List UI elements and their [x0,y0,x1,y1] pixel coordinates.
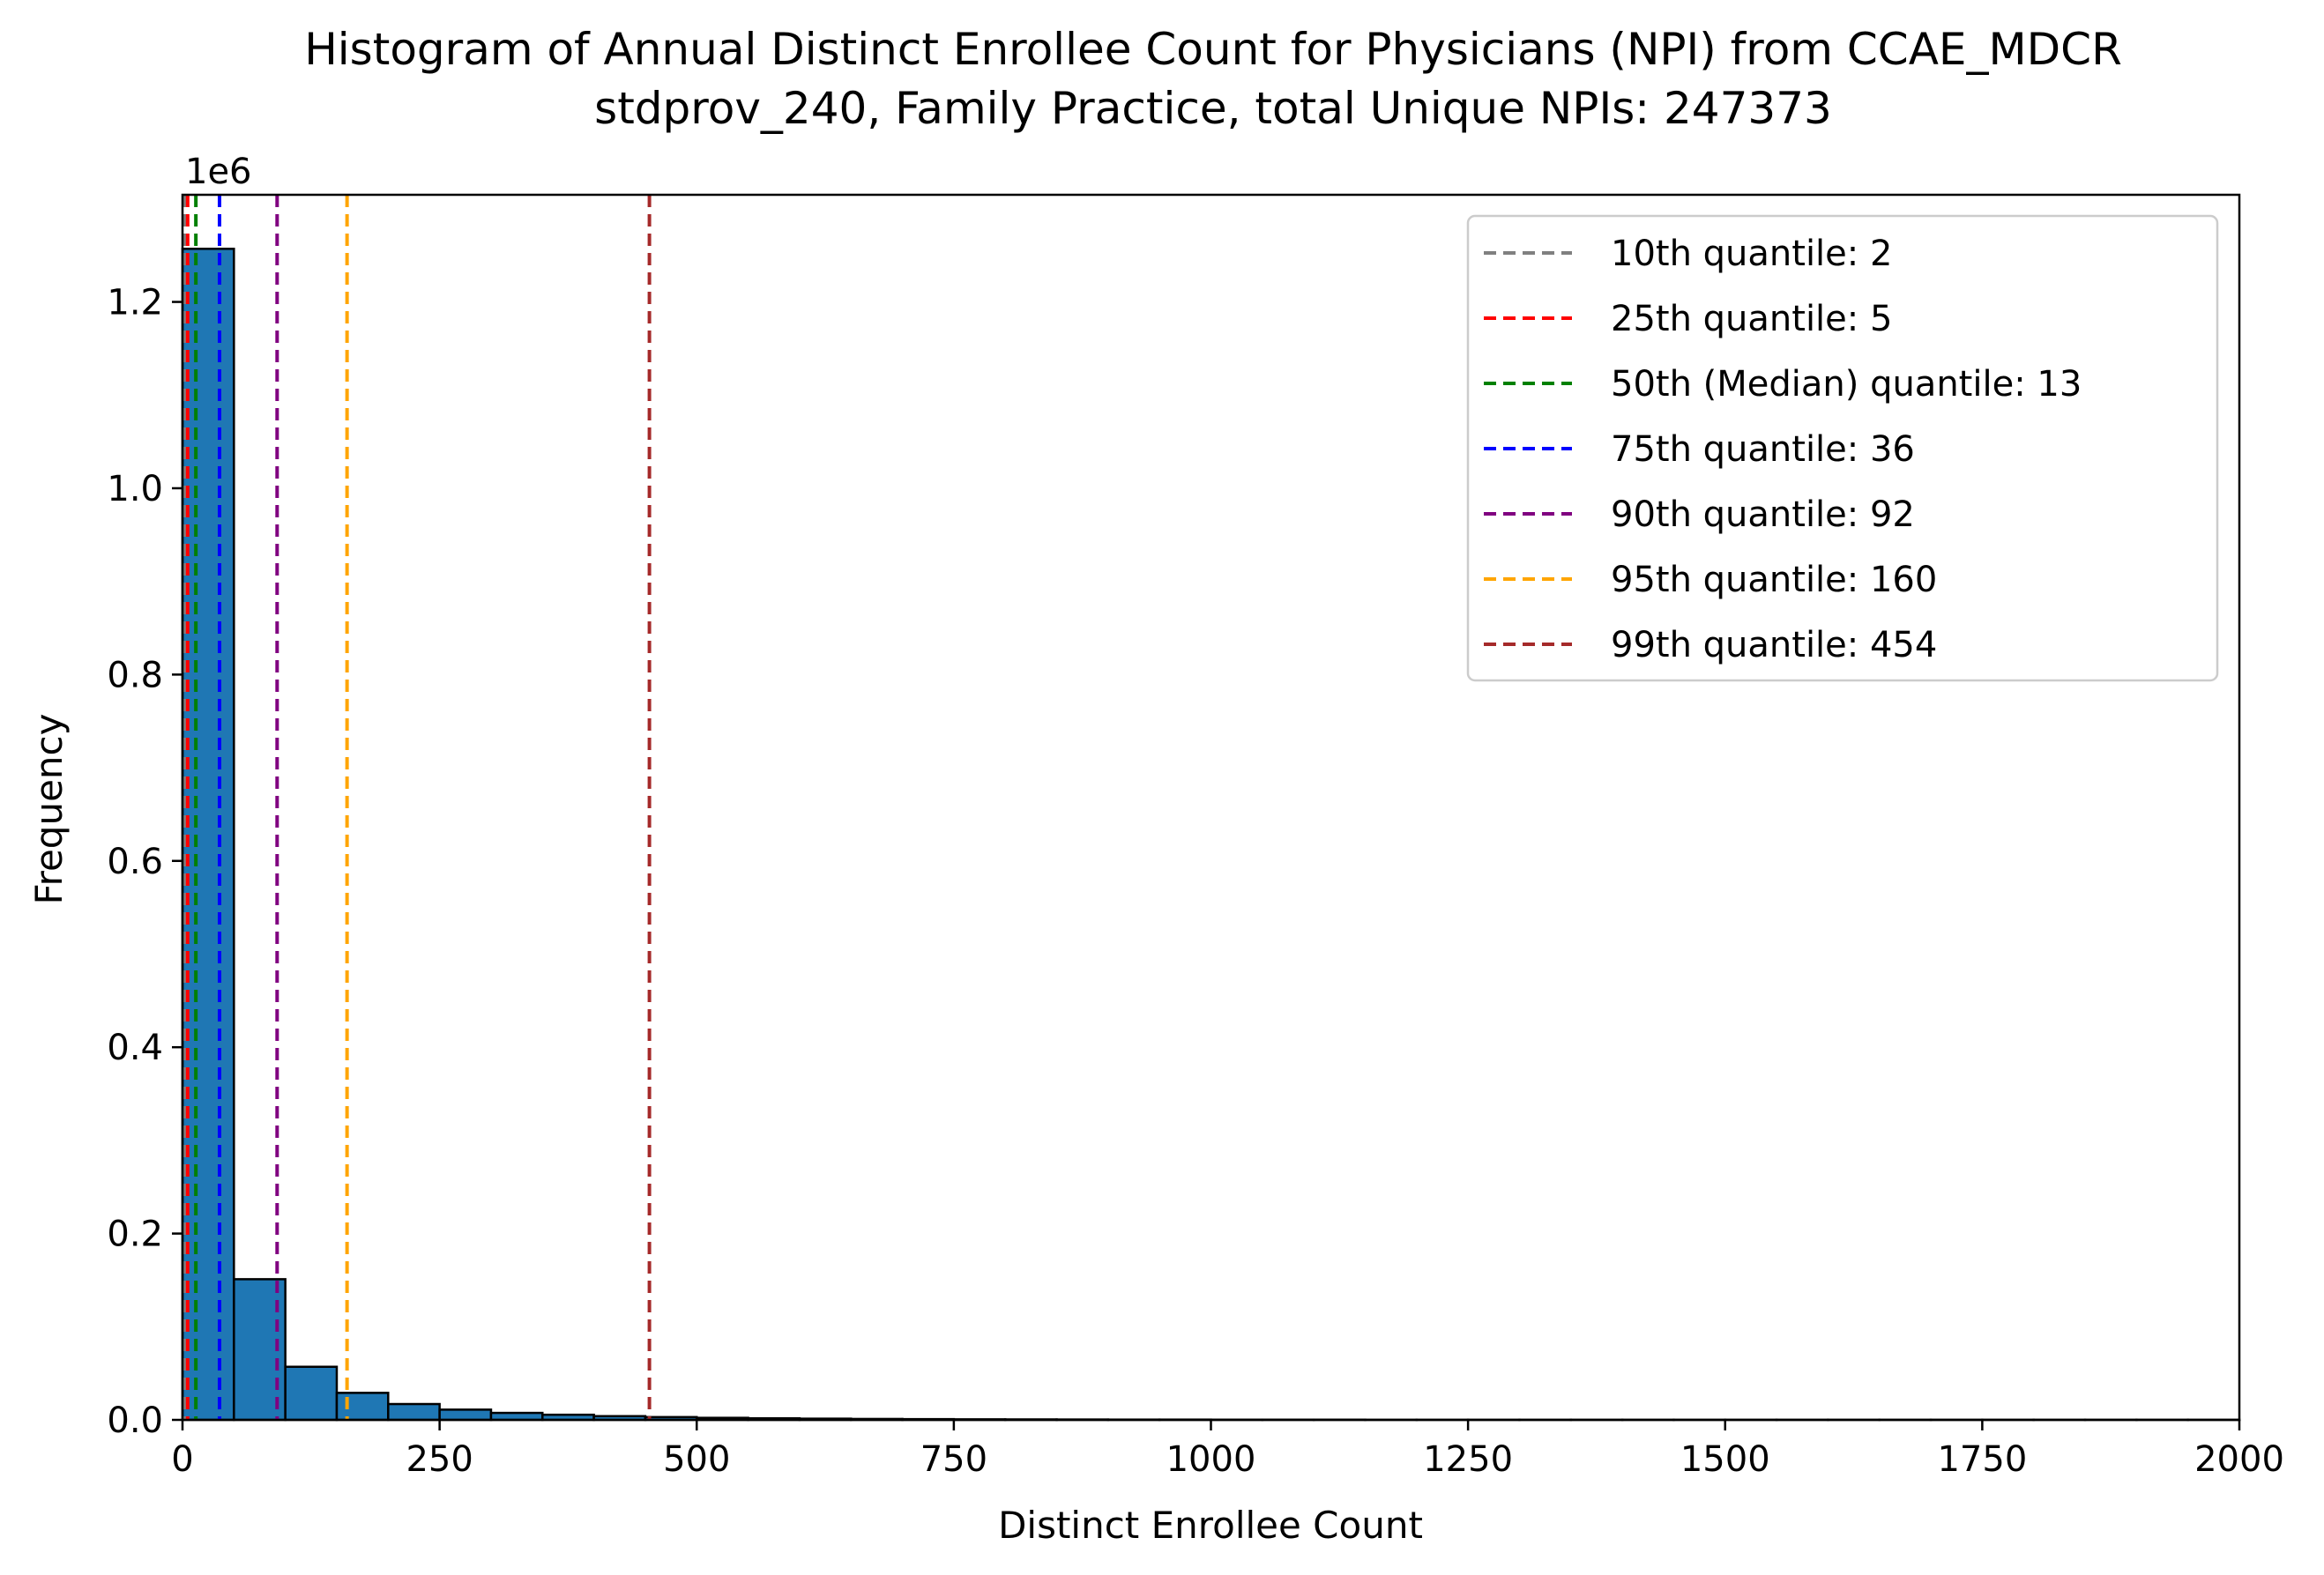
x-tick-label-1: 250 [406,1439,473,1480]
y-tick-label-0: 0.0 [107,1400,163,1441]
histogram-bar-5 [440,1409,491,1420]
x-axis-label: Distinct Enrollee Count [998,1504,1423,1547]
legend-label-3: 75th quantile: 36 [1611,429,1915,470]
legend-label-4: 90th quantile: 92 [1611,494,1915,535]
y-tick-label-5: 1.0 [107,469,163,509]
legend-label-6: 99th quantile: 454 [1611,625,1937,665]
x-tick-label-8: 2000 [2194,1439,2284,1480]
x-tick-label-0: 0 [171,1439,193,1480]
x-tick-label-4: 1000 [1166,1439,1256,1480]
legend-label-2: 50th (Median) quantile: 13 [1611,364,2082,405]
y-tick-label-3: 0.6 [107,842,163,882]
y-tick-label-6: 1.2 [107,283,163,323]
chart-title-line-2: stdprov_240, Family Practice, total Uniq… [594,83,1832,134]
x-tick-label-6: 1500 [1680,1439,1770,1480]
histogram-bar-0 [182,249,234,1420]
y-tick-label-1: 0.2 [107,1215,163,1255]
histogram-bar-4 [388,1404,439,1420]
legend-label-0: 10th quantile: 2 [1611,234,1892,274]
y-axis-label: Frequency [27,714,71,905]
legend-label-5: 95th quantile: 160 [1611,560,1937,600]
histogram-bar-2 [286,1367,337,1420]
x-tick-label-5: 1250 [1423,1439,1513,1480]
y-tick-label-2: 0.4 [107,1028,163,1068]
y-axis-offset-label: 1e6 [185,152,252,192]
chart-legend: 10th quantile: 2 25th quantile: 5 50th (Me… [1468,216,2217,680]
legend-label-1: 25th quantile: 5 [1611,299,1892,339]
x-tick-label-7: 1750 [1937,1439,2027,1480]
x-tick-label-2: 500 [663,1439,730,1480]
chart-title-line-1: Histogram of Annual Distinct Enrollee Co… [304,24,2122,75]
x-tick-label-3: 750 [920,1439,987,1480]
histogram-bar-3 [337,1393,388,1420]
y-tick-label-4: 0.8 [107,655,163,695]
